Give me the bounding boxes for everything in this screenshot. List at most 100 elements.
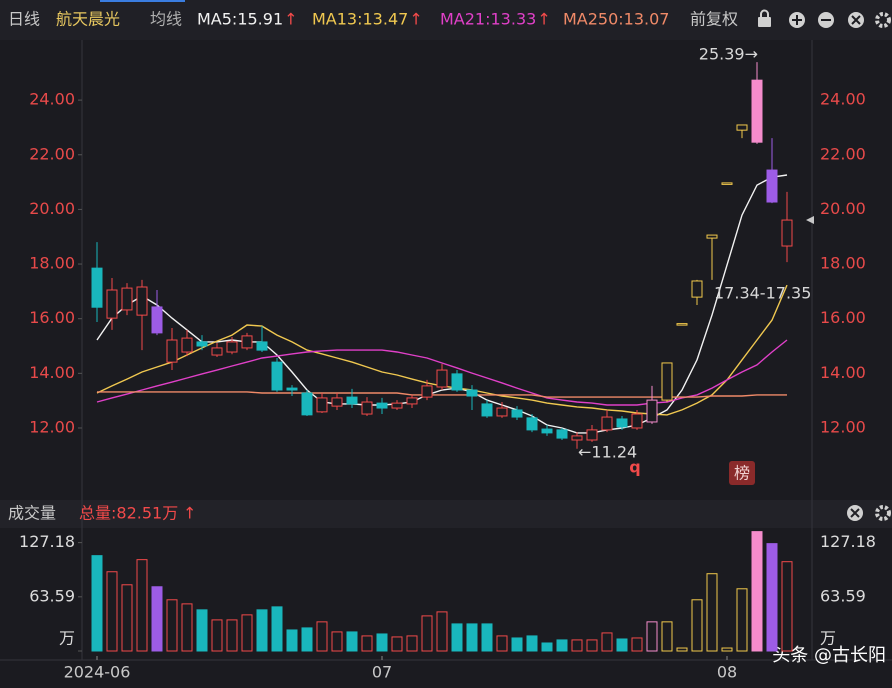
ma-legend: MA5:15.91 bbox=[197, 10, 283, 29]
x-tick-label: 08 bbox=[717, 663, 737, 682]
x-tick-label: 2024-06 bbox=[64, 663, 131, 682]
settings-icon[interactable] bbox=[875, 12, 891, 28]
volume-bar bbox=[316, 621, 328, 652]
y-tick-label: 127.18 bbox=[19, 532, 75, 551]
candle-body bbox=[91, 267, 103, 308]
volume-bar bbox=[601, 632, 613, 652]
candle-body bbox=[601, 416, 613, 431]
lock-icon[interactable] bbox=[758, 17, 771, 27]
current-price-marker bbox=[806, 216, 814, 224]
badge-box bbox=[729, 461, 755, 485]
ma-trend: ↑ bbox=[409, 10, 422, 29]
volume-total: 总量:82.51万 bbox=[79, 504, 178, 523]
candle-body bbox=[766, 169, 778, 203]
volume-bar bbox=[631, 637, 643, 652]
y-tick-label: 20.00 bbox=[29, 199, 75, 218]
volume-bar bbox=[211, 619, 223, 652]
stock-name[interactable]: 航天晨光 bbox=[56, 10, 120, 29]
candle-body bbox=[631, 413, 643, 429]
volume-bar bbox=[436, 611, 448, 652]
candle-body bbox=[181, 337, 193, 353]
volume-bar bbox=[361, 635, 373, 652]
volume-bar bbox=[121, 584, 133, 652]
candle-body bbox=[736, 124, 748, 131]
candle-body bbox=[361, 401, 373, 415]
y-tick-label: 18.00 bbox=[29, 254, 75, 273]
annotation: 17.34-17.35 bbox=[714, 284, 811, 303]
volume-bar bbox=[256, 609, 268, 652]
header-bar bbox=[0, 0, 892, 40]
volume-bar bbox=[196, 609, 208, 652]
candle-body bbox=[331, 397, 343, 407]
candle-body bbox=[376, 402, 388, 409]
y-tick-label-right: 20.00 bbox=[820, 199, 866, 218]
candle-body bbox=[121, 287, 133, 311]
volume-bar bbox=[556, 639, 568, 652]
volume-bar bbox=[751, 531, 763, 652]
volume-bar bbox=[571, 639, 583, 652]
candle-body bbox=[451, 373, 463, 391]
candle-body bbox=[706, 234, 718, 239]
volume-bar bbox=[706, 573, 718, 652]
volume-bar bbox=[661, 621, 673, 652]
volume-settings-icon[interactable] bbox=[875, 505, 891, 521]
volume-bar bbox=[466, 623, 478, 652]
volume-bar bbox=[421, 615, 433, 652]
y-tick-label: 万 bbox=[59, 629, 75, 648]
annotation: ←11.24 bbox=[578, 443, 637, 462]
toolbar-icons bbox=[758, 9, 891, 521]
y-tick-label: 22.00 bbox=[29, 144, 75, 163]
y-tick-label-right: 127.18 bbox=[820, 532, 876, 551]
volume-title: 成交量 bbox=[8, 504, 56, 523]
y-tick-label-right: 22.00 bbox=[820, 144, 866, 163]
volume-bar bbox=[331, 631, 343, 652]
candle-body bbox=[571, 435, 583, 441]
candle-body bbox=[391, 402, 403, 409]
volume-bar bbox=[346, 631, 358, 652]
candle-body bbox=[616, 418, 628, 428]
y-tick-label-right: 24.00 bbox=[820, 90, 866, 109]
volume-bar bbox=[586, 639, 598, 652]
volume-bar bbox=[511, 637, 523, 652]
candle-body bbox=[151, 306, 163, 334]
candle-body bbox=[676, 323, 688, 326]
volume-bar bbox=[376, 633, 388, 652]
y-tick-label: 14.00 bbox=[29, 363, 75, 382]
candle-body bbox=[691, 280, 703, 298]
candle-body bbox=[106, 289, 118, 319]
period[interactable]: 日线 bbox=[8, 10, 40, 29]
ma-label[interactable]: 均线 bbox=[150, 10, 182, 29]
candle-body bbox=[196, 341, 208, 347]
lock-shackle bbox=[760, 9, 769, 17]
candle-body bbox=[241, 335, 253, 349]
candle-body bbox=[136, 286, 148, 316]
ma-legend: MA250:13.07 bbox=[563, 10, 669, 29]
candle-body bbox=[346, 396, 358, 405]
ma-trend: ↑ bbox=[537, 10, 550, 29]
candle-body bbox=[466, 389, 478, 397]
y-tick-label-right: 14.00 bbox=[820, 363, 866, 382]
volume-close-glyph bbox=[850, 508, 860, 518]
candle-body bbox=[721, 182, 733, 185]
volume-trend: ↑ bbox=[183, 504, 196, 523]
volume-bar bbox=[226, 619, 238, 652]
y-tick-label-right: 63.59 bbox=[820, 586, 866, 605]
candle-body bbox=[211, 347, 223, 356]
candle-body bbox=[436, 369, 448, 388]
adjust[interactable]: 前复权 bbox=[690, 10, 738, 29]
candle-body bbox=[481, 403, 493, 417]
volume-bar bbox=[271, 606, 283, 652]
watermark: 头条 @古长阳 bbox=[772, 645, 886, 666]
x-tick-label: 07 bbox=[372, 663, 392, 682]
volume-bar bbox=[166, 599, 178, 652]
candle-body bbox=[646, 399, 658, 423]
candle-body bbox=[661, 362, 673, 401]
candle-body bbox=[286, 387, 298, 391]
y-tick-label-right: 16.00 bbox=[820, 308, 866, 327]
volume-bar bbox=[721, 647, 733, 652]
candle-body bbox=[781, 219, 793, 247]
volume-bar bbox=[301, 627, 313, 652]
